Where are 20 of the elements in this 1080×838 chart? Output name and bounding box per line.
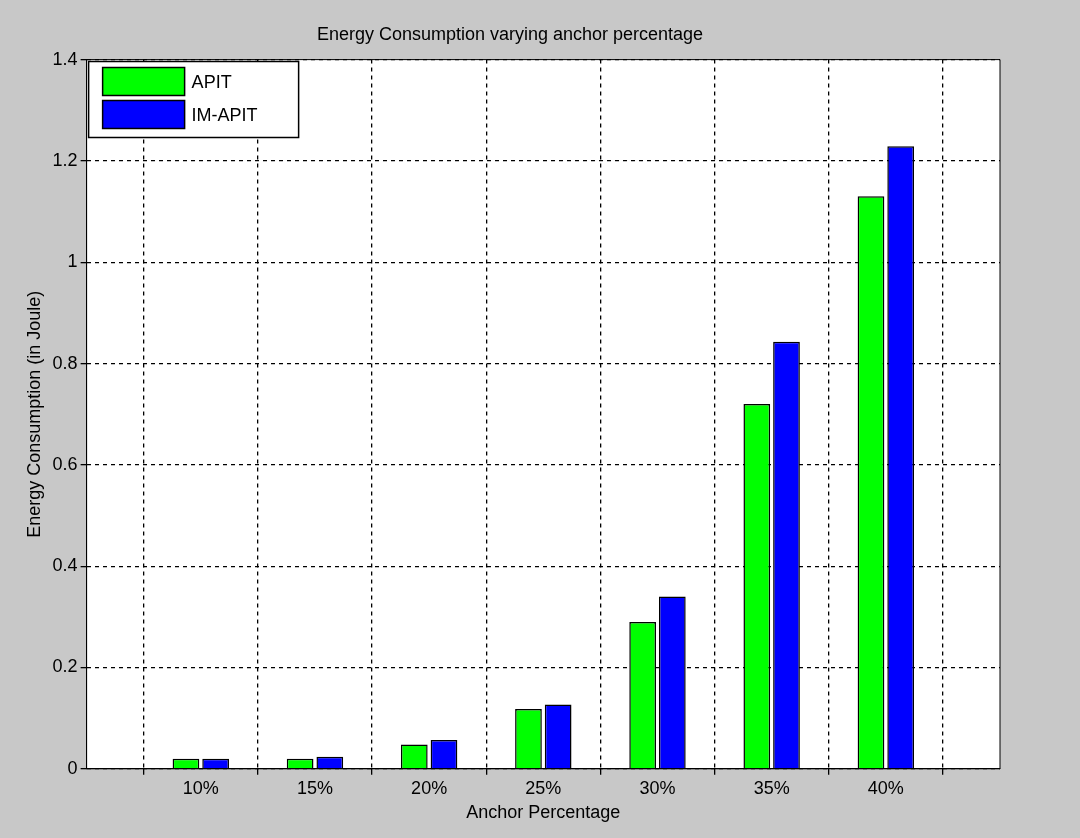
x-tick-label: 35%	[753, 777, 790, 798]
x-tick-label: 15%	[296, 777, 333, 798]
y-axis-title: Energy Consumption (in Joule)	[23, 290, 44, 538]
y-tick-label: 0.8	[52, 352, 78, 373]
y-tick-label: 1	[67, 251, 78, 272]
y-tick-label: 1.2	[52, 149, 78, 170]
legend-label: IM-APIT	[191, 104, 258, 125]
legend-label: APIT	[191, 71, 232, 92]
x-tick-label: 40%	[867, 777, 904, 798]
y-tick-label: 1.4	[52, 48, 78, 69]
y-tick-label: 0	[67, 757, 78, 778]
y-tick-label: 0.4	[52, 555, 78, 576]
y-tick-label: 0.6	[52, 453, 78, 474]
x-tick-label: 30%	[639, 777, 676, 798]
x-tick-label: 25%	[525, 777, 562, 798]
x-axis-title: Anchor Percentage	[466, 802, 621, 823]
y-tick-label: 0.2	[52, 656, 78, 677]
x-tick-label: 20%	[411, 777, 448, 798]
chart-title: Energy Consumption varying anchor percentage	[316, 23, 704, 44]
x-tick-label: 10%	[182, 777, 219, 798]
